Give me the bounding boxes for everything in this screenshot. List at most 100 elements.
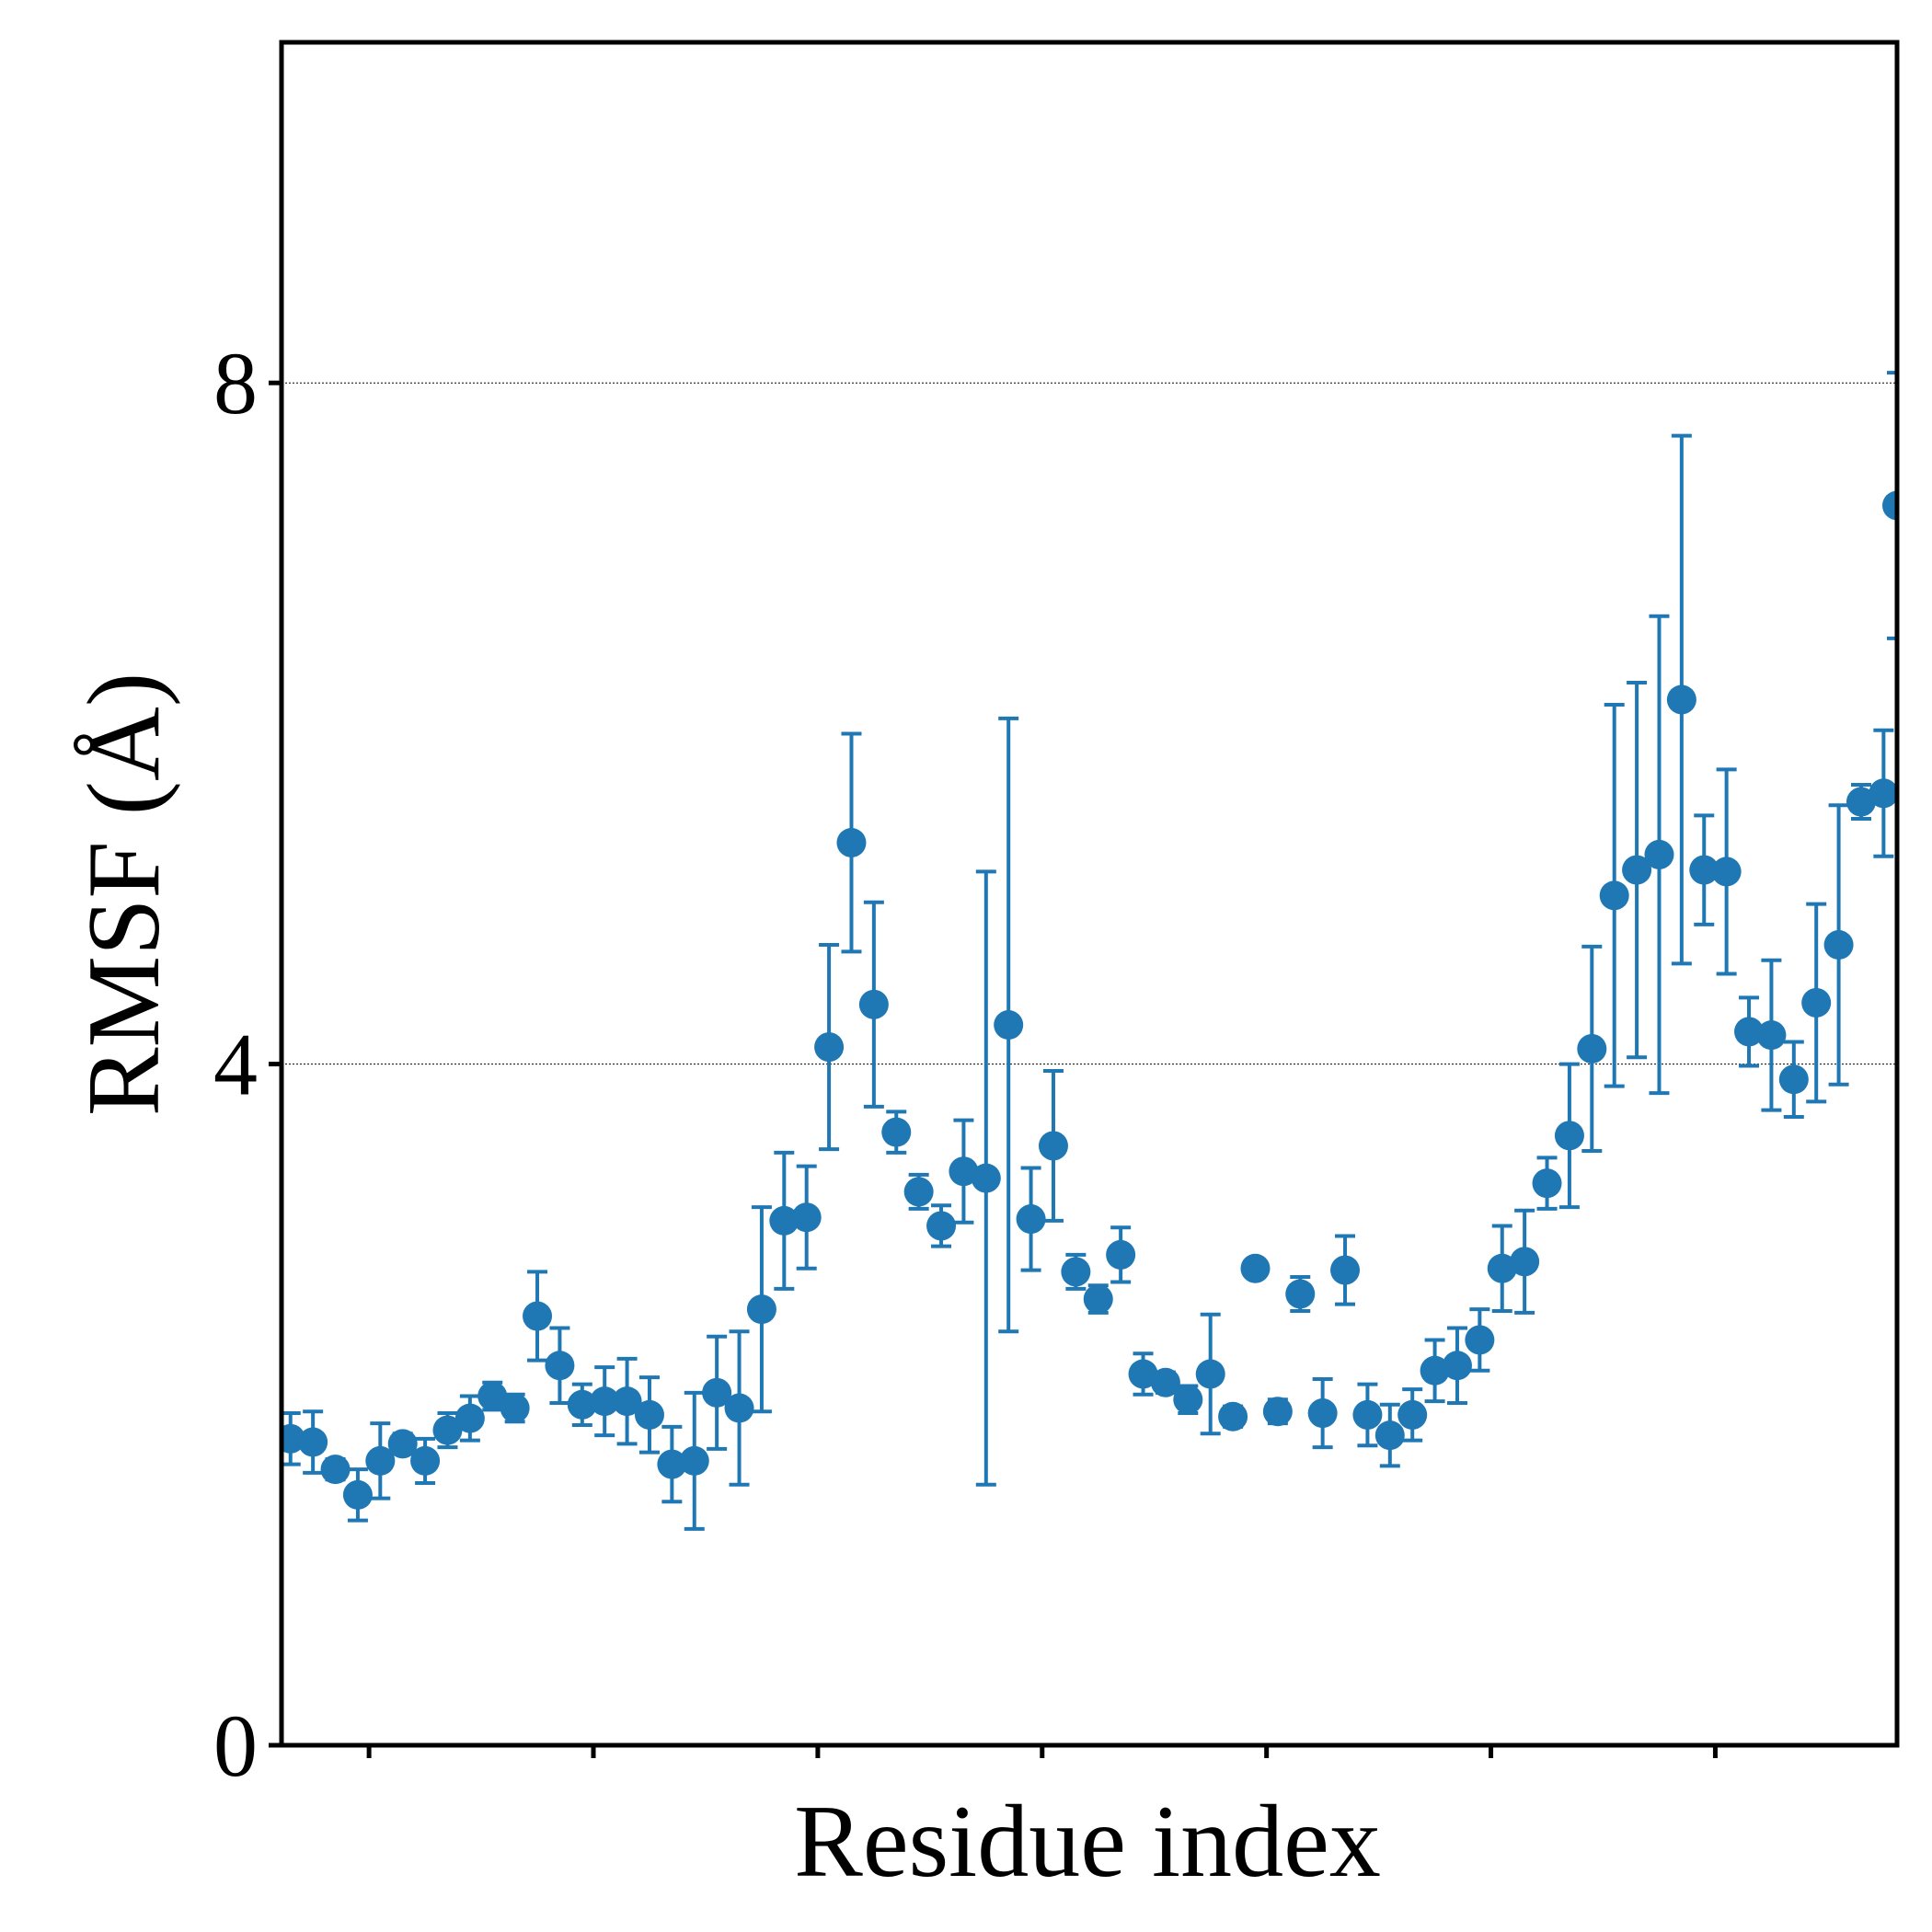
data-point <box>858 900 889 1109</box>
plot-frame <box>279 40 1900 1748</box>
data-point <box>1442 1326 1472 1405</box>
data-point-marker <box>1195 1359 1225 1389</box>
data-point-marker <box>1061 1257 1091 1287</box>
data-point-marker <box>1016 1204 1046 1235</box>
data-point-marker <box>1374 1420 1405 1451</box>
data-point <box>994 716 1024 1334</box>
data-point-marker <box>1666 684 1696 715</box>
data-point-marker <box>814 1032 845 1063</box>
data-point <box>1666 433 1696 966</box>
data-point <box>1846 783 1876 822</box>
data-point-marker <box>858 989 889 1019</box>
data-point <box>1801 902 1832 1104</box>
data-point <box>1016 1166 1046 1272</box>
data-point-marker <box>1330 1255 1361 1285</box>
data-point <box>1599 703 1629 1088</box>
data-point-marker <box>903 1177 934 1207</box>
data-point <box>1622 680 1652 1060</box>
data-point-marker <box>1644 839 1674 869</box>
data-point <box>1756 958 1787 1112</box>
data-point-marker <box>1128 1359 1158 1389</box>
data-point-edge <box>1882 371 1897 640</box>
data-point <box>1061 1252 1091 1291</box>
data-point <box>298 1409 328 1475</box>
data-point <box>432 1411 463 1450</box>
data-point-marker <box>410 1445 441 1476</box>
data-point-marker <box>1173 1385 1203 1415</box>
data-point <box>320 1455 351 1485</box>
data-point-marker <box>1689 855 1719 885</box>
data-point <box>387 1429 418 1459</box>
data-point <box>1711 767 1742 976</box>
data-point-marker <box>545 1351 575 1381</box>
data-point <box>679 1390 709 1531</box>
data-point <box>1038 1069 1068 1223</box>
data-point-marker <box>791 1202 822 1233</box>
data-point <box>1577 944 1607 1154</box>
data-point-marker <box>1262 1397 1293 1427</box>
data-point <box>1823 803 1854 1087</box>
data-point <box>500 1392 530 1424</box>
data-point <box>1487 1224 1517 1313</box>
data-point-marker <box>1756 1020 1787 1051</box>
data-point-marker <box>634 1399 664 1430</box>
data-point <box>1262 1397 1293 1427</box>
data-point <box>590 1365 620 1438</box>
data-point <box>1128 1351 1158 1397</box>
data-point-marker <box>1823 930 1854 960</box>
data-point <box>567 1382 597 1428</box>
data-point <box>612 1356 642 1446</box>
data-point-marker <box>769 1205 799 1236</box>
data-point <box>523 1270 553 1363</box>
data-point <box>769 1150 799 1291</box>
data-point-marker <box>1510 1247 1540 1277</box>
data-point-marker <box>1599 880 1629 911</box>
data-point-marker <box>1532 1168 1562 1199</box>
data-point-marker <box>612 1386 642 1417</box>
y-axis-ticks: 0 4 8 <box>213 334 282 1795</box>
data-point <box>881 1110 912 1155</box>
data-point-marker <box>320 1455 351 1485</box>
data-point-marker <box>746 1294 776 1325</box>
data-point <box>1644 614 1674 1096</box>
data-point <box>746 1205 776 1414</box>
y-axis-title: RMSF (Å) <box>67 673 181 1116</box>
data-point-marker <box>387 1429 418 1459</box>
data-point <box>971 869 1001 1487</box>
data-point <box>702 1334 732 1451</box>
data-point-marker <box>679 1445 709 1476</box>
data-point-marker <box>1106 1239 1136 1270</box>
data-point <box>926 1203 957 1248</box>
data-point-marker <box>1038 1131 1068 1161</box>
data-point-marker <box>1442 1351 1472 1381</box>
data-point-marker <box>590 1386 620 1417</box>
data-point-marker <box>1801 987 1832 1018</box>
data-point-marker <box>1554 1121 1584 1151</box>
data-point-marker <box>1734 1017 1765 1047</box>
data-point-marker <box>1218 1401 1248 1432</box>
data-point <box>949 1118 979 1225</box>
data-point-marker <box>1420 1355 1450 1386</box>
data-point-marker <box>523 1301 553 1331</box>
data-point-marker <box>1869 778 1897 809</box>
data-point-marker <box>1465 1325 1495 1355</box>
data-point-marker <box>1083 1284 1113 1315</box>
data-point <box>342 1467 373 1523</box>
data-point-marker <box>836 827 867 857</box>
data-point <box>1330 1234 1361 1306</box>
data-point <box>1285 1274 1316 1313</box>
data-point <box>1734 995 1765 1068</box>
data-point-marker <box>971 1163 1001 1193</box>
x-axis-ticks <box>366 1745 1718 1758</box>
data-point-marker <box>500 1393 530 1423</box>
data-point <box>1374 1402 1405 1468</box>
data-point <box>410 1436 441 1485</box>
x-axis-title: Residue index <box>794 1785 1381 1899</box>
data-point <box>1778 1040 1809 1119</box>
data-point <box>1869 728 1897 858</box>
y-tick-label: 4 <box>213 1016 258 1114</box>
data-point-marker <box>298 1427 328 1457</box>
data-point-marker <box>994 1010 1024 1041</box>
data-points <box>282 371 1897 1531</box>
